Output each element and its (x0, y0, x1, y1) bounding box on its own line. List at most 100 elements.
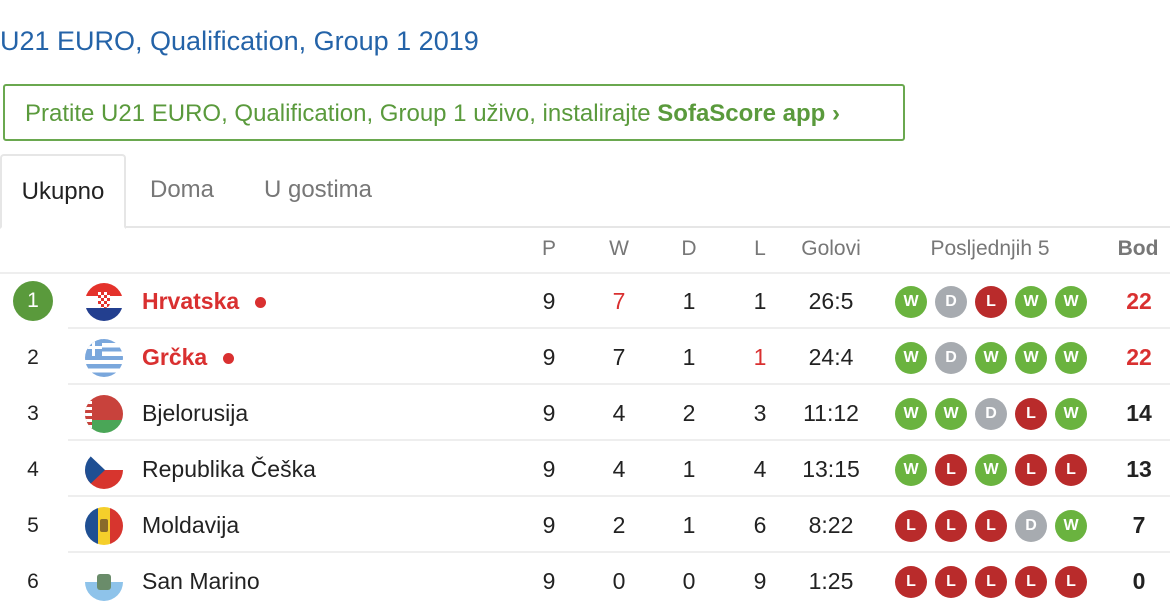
form-loss-badge[interactable]: L (1015, 454, 1047, 486)
draws: 1 (682, 512, 696, 538)
wins: 7 (612, 288, 626, 314)
team-name[interactable]: Bjelorusija (142, 400, 249, 426)
row-divider (68, 327, 1170, 329)
header-form: Posljednjih 5 (930, 237, 1050, 260)
played: 9 (542, 344, 556, 370)
form-win-badge[interactable]: W (895, 398, 927, 430)
goals: 1:25 (808, 568, 854, 594)
form-loss-badge[interactable]: L (975, 566, 1007, 598)
form-draw-badge[interactable]: D (935, 342, 967, 374)
losses: 3 (753, 400, 767, 426)
form-win-badge[interactable]: W (1055, 286, 1087, 318)
wins: 4 (612, 456, 626, 482)
form-loss-badge[interactable]: L (1055, 566, 1087, 598)
played: 9 (542, 512, 556, 538)
form-draw-badge[interactable]: D (975, 398, 1007, 430)
form-loss-badge[interactable]: L (935, 510, 967, 542)
form-loss-badge[interactable]: L (1015, 566, 1047, 598)
form-draw-badge[interactable]: D (1015, 510, 1047, 542)
promo-text: Pratite U21 EURO, Qualification, Group 1… (25, 100, 658, 127)
form-win-badge[interactable]: W (975, 454, 1007, 486)
draws: 1 (682, 344, 696, 370)
header-points: Bod (1117, 237, 1159, 260)
played: 9 (542, 400, 556, 426)
team-name[interactable]: Republika Češka (142, 456, 316, 482)
form-win-badge[interactable]: W (1055, 398, 1087, 430)
form-win-badge[interactable]: W (1015, 342, 1047, 374)
goals: 26:5 (808, 288, 854, 314)
form-loss-badge[interactable]: L (935, 566, 967, 598)
flag-san-marino-icon (85, 563, 123, 601)
flag-greece-icon (85, 339, 123, 377)
rank-badge: 4 (27, 458, 39, 481)
team-name[interactable]: Grčka (142, 329, 234, 385)
goals: 11:12 (803, 400, 859, 426)
points: 13 (1126, 456, 1152, 482)
losses: 1 (753, 344, 767, 370)
rank-badge: 5 (27, 514, 39, 537)
promo-banner[interactable]: Pratite U21 EURO, Qualification, Group 1… (3, 84, 905, 141)
points: 22 (1126, 344, 1152, 370)
form-win-badge[interactable]: W (895, 454, 927, 486)
goals: 24:4 (808, 344, 854, 370)
rank-badge: 6 (27, 570, 39, 593)
header-p: P (541, 237, 556, 260)
form-loss-badge[interactable]: L (975, 286, 1007, 318)
header-goals: Golovi (801, 237, 861, 260)
form-win-badge[interactable]: W (1055, 510, 1087, 542)
losses: 6 (753, 512, 767, 538)
form-loss-badge[interactable]: L (1055, 454, 1087, 486)
promo-link[interactable]: SofaScore app › (657, 100, 840, 127)
rank-badge: 3 (27, 402, 39, 425)
row-divider (68, 495, 1170, 497)
rank-badge: 1 (13, 281, 53, 321)
played: 9 (542, 456, 556, 482)
goals: 8:22 (808, 512, 854, 538)
team-name[interactable]: San Marino (142, 568, 260, 594)
form-loss-badge[interactable]: L (895, 510, 927, 542)
flag-czech-icon (85, 451, 123, 489)
points: 22 (1126, 288, 1152, 314)
header-w: W (609, 237, 629, 260)
form-loss-badge[interactable]: L (975, 510, 1007, 542)
goals: 13:15 (802, 456, 860, 482)
form-win-badge[interactable]: W (895, 286, 927, 318)
rank-badge: 2 (27, 346, 39, 369)
tab-doma[interactable]: Doma (149, 176, 215, 203)
team-name[interactable]: Hrvatska (142, 273, 266, 329)
losses: 9 (753, 568, 767, 594)
team-name[interactable]: Moldavija (142, 512, 240, 538)
page-title[interactable]: U21 EURO, Qualification, Group 1 2019 (0, 26, 479, 56)
form-win-badge[interactable]: W (1055, 342, 1087, 374)
form-loss-badge[interactable]: L (935, 454, 967, 486)
points: 14 (1126, 400, 1152, 426)
row-divider (68, 551, 1170, 553)
tab-ukupno[interactable]: Ukupno (0, 154, 126, 229)
played: 9 (542, 568, 556, 594)
form-win-badge[interactable]: W (1015, 286, 1047, 318)
tab-u-gostima[interactable]: U gostima (263, 176, 373, 203)
losses: 4 (753, 456, 767, 482)
form-win-badge[interactable]: W (975, 342, 1007, 374)
wins: 7 (612, 344, 626, 370)
form-win-badge[interactable]: W (935, 398, 967, 430)
form-win-badge[interactable]: W (895, 342, 927, 374)
draws: 1 (682, 288, 696, 314)
draws: 0 (682, 568, 696, 594)
flag-croatia-icon (85, 283, 123, 321)
draws: 1 (682, 456, 696, 482)
form-draw-badge[interactable]: D (935, 286, 967, 318)
draws: 2 (682, 400, 696, 426)
form-loss-badge[interactable]: L (895, 566, 927, 598)
form-loss-badge[interactable]: L (1015, 398, 1047, 430)
